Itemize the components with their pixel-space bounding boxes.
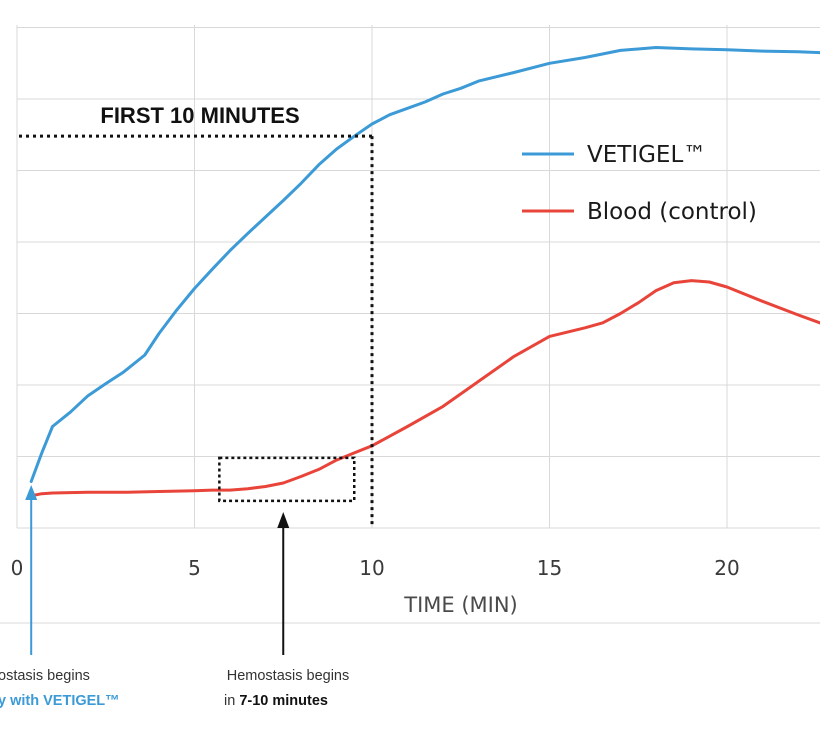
legend-label-blood-control: Blood (control) [587, 199, 757, 225]
vetigel-note-line2: y with VETIGEL™ [0, 693, 120, 709]
x-axis-ticks: 0 5 10 15 20 [11, 556, 740, 580]
vetigel-onset-arrowhead [25, 485, 38, 500]
control-note-line2: in 7-10 minutes [224, 693, 328, 709]
vetigel-note-line1: ostasis begins [0, 668, 90, 684]
x-tick-label: 5 [188, 556, 201, 580]
first-10-minutes-label: FIRST 10 MINUTES [100, 103, 299, 128]
legend: VETIGEL™ Blood (control) [522, 142, 757, 225]
hemostasis-window-box [218, 456, 356, 503]
legend-label-vetigel: VETIGEL™ [587, 142, 706, 168]
grid [0, 25, 820, 624]
control-note-line1: Hemostasis begins [227, 668, 350, 684]
x-tick-label: 0 [11, 556, 24, 580]
annotations [19, 134, 374, 655]
x-axis-label: TIME (MIN) [403, 593, 518, 617]
control-onset-arrowhead [277, 512, 290, 528]
x-tick-label: 15 [537, 556, 562, 580]
control-note-prefix: in [224, 693, 239, 709]
series-lines [29, 46, 820, 498]
x-tick-label: 10 [359, 556, 384, 580]
x-tick-label: 20 [714, 556, 739, 580]
control-note-bold: 7-10 minutes [239, 693, 328, 709]
series-line-blood-control [29, 279, 820, 498]
series-line-vetigel [29, 46, 820, 483]
